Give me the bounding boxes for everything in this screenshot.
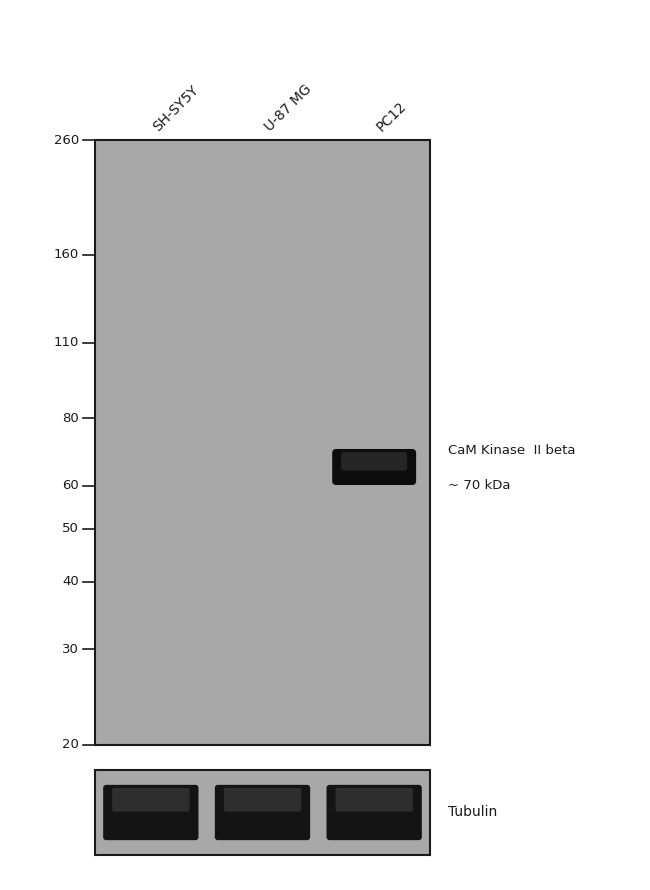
Text: 160: 160 bbox=[54, 248, 79, 261]
FancyBboxPatch shape bbox=[215, 785, 310, 840]
Text: CaM Kinase  II beta: CaM Kinase II beta bbox=[448, 444, 575, 457]
Text: 80: 80 bbox=[62, 411, 79, 425]
Text: U-87 MG: U-87 MG bbox=[263, 82, 315, 134]
FancyBboxPatch shape bbox=[335, 788, 413, 812]
Text: 60: 60 bbox=[62, 480, 79, 492]
FancyBboxPatch shape bbox=[332, 449, 416, 485]
FancyBboxPatch shape bbox=[112, 788, 190, 812]
Bar bbox=[95, 140, 430, 745]
FancyBboxPatch shape bbox=[326, 785, 422, 840]
Text: 40: 40 bbox=[62, 575, 79, 588]
Text: 110: 110 bbox=[53, 336, 79, 350]
FancyBboxPatch shape bbox=[103, 785, 198, 840]
Text: 50: 50 bbox=[62, 522, 79, 536]
Bar bbox=[95, 770, 430, 855]
FancyBboxPatch shape bbox=[224, 788, 301, 812]
Text: Tubulin: Tubulin bbox=[448, 805, 497, 820]
Text: 260: 260 bbox=[54, 134, 79, 147]
Text: 20: 20 bbox=[62, 739, 79, 751]
FancyBboxPatch shape bbox=[341, 452, 407, 471]
Text: PC12: PC12 bbox=[374, 99, 410, 134]
Text: 30: 30 bbox=[62, 643, 79, 656]
Text: ~ 70 kDa: ~ 70 kDa bbox=[448, 479, 510, 492]
Text: SH-SY5Y: SH-SY5Y bbox=[151, 83, 202, 134]
